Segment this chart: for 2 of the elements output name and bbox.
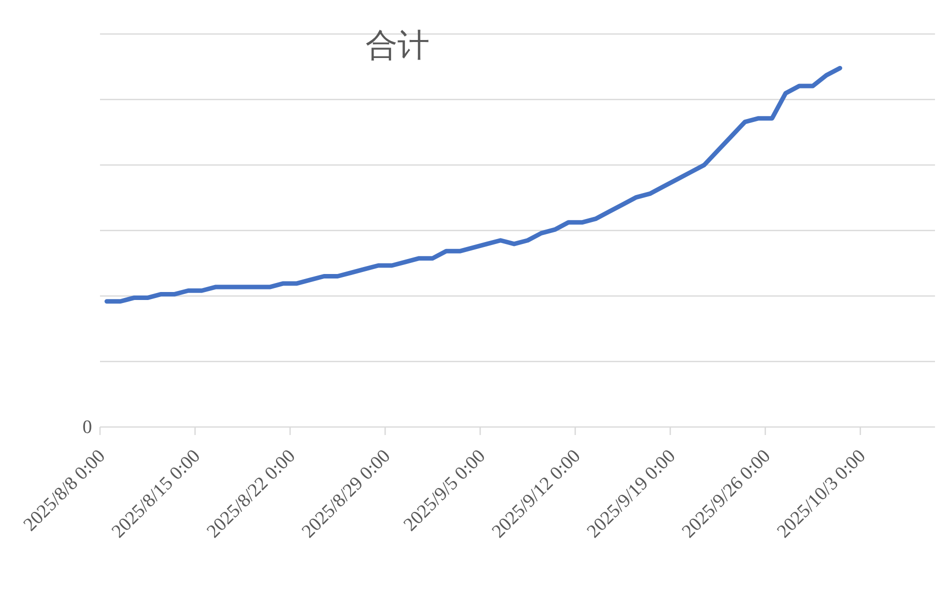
text: 0 — [82, 417, 92, 438]
chart-title: 合计 — [366, 27, 430, 63]
